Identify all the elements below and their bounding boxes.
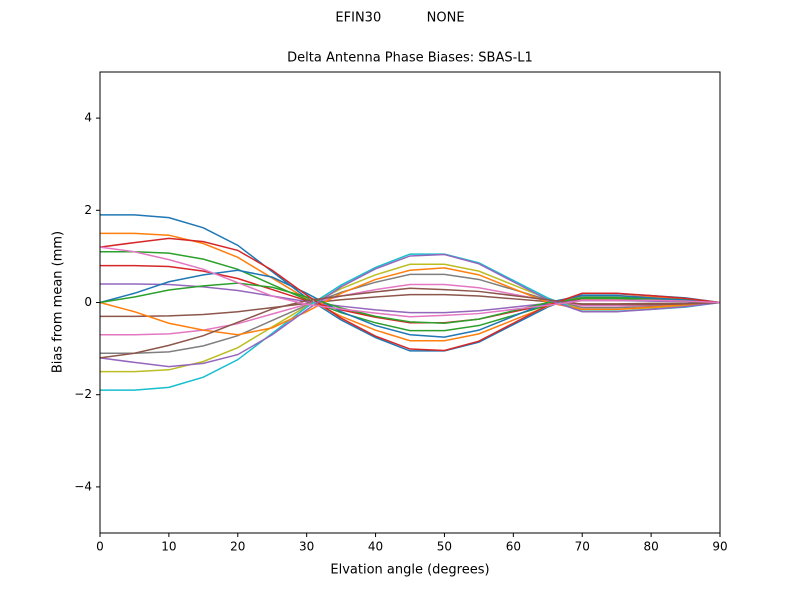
y-tick-label: 2 xyxy=(84,203,92,217)
x-tick-label: 90 xyxy=(712,540,727,554)
y-tick-label: −2 xyxy=(74,387,92,401)
x-tick-label: 70 xyxy=(575,540,590,554)
series-line xyxy=(100,251,721,332)
series-line xyxy=(99,267,721,336)
chart-title: Delta Antenna Phase Biases: SBAS-L1 xyxy=(287,51,533,66)
series-line xyxy=(99,269,721,338)
series-line xyxy=(99,253,721,368)
x-tick-label: 80 xyxy=(643,540,658,554)
y-axis-label: Bias from mean (mm) xyxy=(51,231,66,373)
plot-area xyxy=(99,214,721,391)
x-tick-label: 30 xyxy=(299,540,314,554)
x-tick-label: 10 xyxy=(161,540,176,554)
x-axis-label: Elvation angle (degrees) xyxy=(330,563,489,578)
series-line xyxy=(99,246,721,318)
y-tick-label: −4 xyxy=(74,479,92,493)
series-line xyxy=(100,273,721,354)
y-tick-label: 4 xyxy=(84,111,92,125)
x-tick-label: 60 xyxy=(506,540,521,554)
series-line xyxy=(99,287,721,359)
x-tick-label: 0 xyxy=(96,540,104,554)
x-tick-label: 20 xyxy=(230,540,245,554)
series-line xyxy=(99,237,721,352)
x-tick-label: 50 xyxy=(437,540,452,554)
suptitle: EFIN30 NONE xyxy=(335,11,464,26)
x-tick-label: 40 xyxy=(368,540,383,554)
y-tick-label: 0 xyxy=(84,295,92,309)
series-line xyxy=(99,282,721,324)
